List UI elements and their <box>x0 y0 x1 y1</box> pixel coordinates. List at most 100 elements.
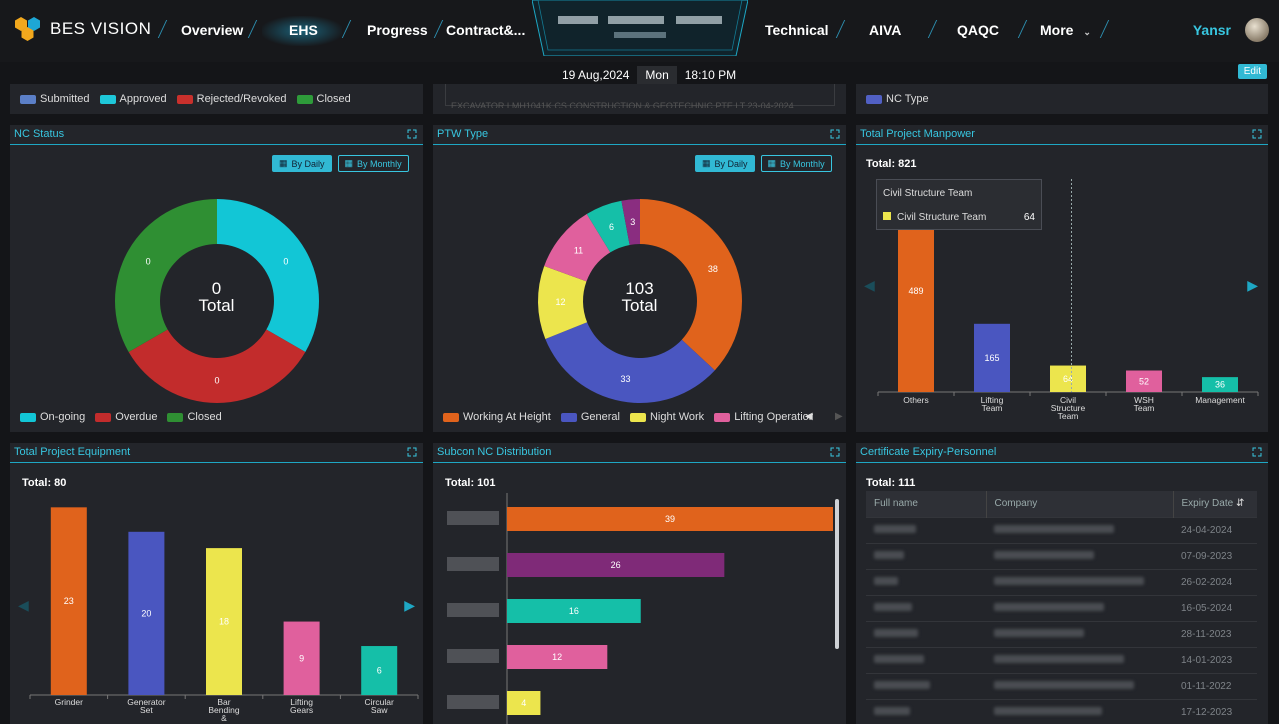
tab-progress[interactable]: Progress <box>367 22 428 38</box>
chart-tooltip: Civil Structure Team Civil Structure Tea… <box>876 179 1042 230</box>
legend-item[interactable]: Submitted <box>20 93 90 105</box>
expand-icon[interactable] <box>407 129 417 139</box>
bar[interactable] <box>507 691 541 715</box>
legend-prev-icon[interactable]: ◀ <box>805 411 813 422</box>
expand-icon[interactable] <box>830 129 840 139</box>
bar[interactable] <box>507 599 641 623</box>
edit-button[interactable]: Edit <box>1237 64 1267 79</box>
bar[interactable] <box>1202 377 1238 392</box>
by-monthly-button[interactable]: ▦ By Monthly <box>337 155 409 172</box>
legend-item[interactable]: General <box>560 411 620 423</box>
table-row[interactable]: 16-05-2024 <box>866 594 1257 621</box>
donut-slice[interactable] <box>640 199 742 371</box>
donut-slice[interactable] <box>538 265 588 339</box>
col-full-name[interactable]: Full name <box>866 491 987 517</box>
expand-icon[interactable] <box>1252 129 1262 139</box>
total-label: Total <box>621 296 658 315</box>
col-expiry-date[interactable]: Expiry Date ⇵ <box>1173 491 1257 517</box>
donut-slice[interactable] <box>586 200 630 253</box>
bar[interactable] <box>283 621 320 695</box>
brand-logo[interactable]: BES VISION <box>14 16 151 42</box>
legend-item[interactable]: Closed <box>167 411 222 423</box>
bar[interactable] <box>1126 370 1162 392</box>
legend-item[interactable]: Approved <box>99 93 167 105</box>
legend-item[interactable]: NC Type <box>866 93 929 105</box>
table-row[interactable]: 07-09-2023 <box>866 542 1257 569</box>
by-daily-button[interactable]: ▦ By Daily <box>695 155 755 172</box>
col-company[interactable]: Company <box>986 491 1174 517</box>
tab-qaqc[interactable]: QAQC <box>957 22 999 38</box>
donut-slice[interactable] <box>128 329 306 404</box>
tab-more[interactable]: More ⌄ <box>1040 22 1091 38</box>
table-row[interactable]: 26-02-2024 <box>866 568 1257 595</box>
panel-title: Total Project Equipment <box>14 446 131 458</box>
tab-ehs[interactable]: EHS <box>289 22 318 38</box>
tab-overview[interactable]: Overview <box>181 22 244 38</box>
active-tab-highlight <box>262 16 342 46</box>
legend-item[interactable]: Lifting Operation <box>714 411 813 423</box>
panel-header: Subcon NC Distribution <box>433 443 846 463</box>
table-header-row: Full name Company Expiry Date ⇵ <box>866 491 1257 517</box>
legend-item[interactable]: Night Work <box>629 411 704 423</box>
chart-next-icon[interactable]: ▶ <box>1247 277 1258 293</box>
expand-icon[interactable] <box>830 447 840 457</box>
donut-slice[interactable] <box>114 199 217 352</box>
bar[interactable] <box>1050 365 1086 392</box>
expand-icon[interactable] <box>1252 447 1262 457</box>
legend-item[interactable]: Closed <box>296 93 351 105</box>
x-tick-label: Lifting <box>290 697 313 707</box>
legend-item[interactable]: On-going <box>20 411 85 423</box>
table-row[interactable]: 14-01-2023 <box>866 646 1257 673</box>
bar-value-label: 489 <box>908 286 923 296</box>
button-label: By Daily <box>291 158 325 169</box>
x-tick-label: Team <box>982 403 1003 413</box>
legend-swatch <box>443 412 459 422</box>
donut-slice[interactable] <box>621 199 640 245</box>
table-row[interactable]: 01-11-2022 <box>866 672 1257 699</box>
tab-contract[interactable]: Contract&... <box>446 22 526 38</box>
by-monthly-button[interactable]: ▦ By Monthly <box>760 155 832 172</box>
legend-item[interactable]: Overdue <box>95 411 157 423</box>
obscured-category-label <box>447 603 499 617</box>
certificate-table-wrap[interactable]: Full name Company Expiry Date ⇵ 24-04-20… <box>866 491 1257 724</box>
chart-prev-icon[interactable]: ◀ <box>18 597 29 613</box>
cell-company <box>986 568 1173 595</box>
bar-value-label: 64 <box>1063 374 1073 384</box>
donut-slice[interactable] <box>217 199 319 352</box>
obscured-text <box>994 550 1094 559</box>
bar[interactable] <box>206 548 242 695</box>
by-daily-button[interactable]: ▦ By Daily <box>272 155 332 172</box>
bar[interactable] <box>50 507 87 695</box>
table-row[interactable]: 17-12-2023 <box>866 698 1257 724</box>
bar-value-label: 16 <box>569 606 579 616</box>
slice-value-label: 33 <box>621 374 631 384</box>
avatar[interactable] <box>1245 18 1269 42</box>
expand-icon[interactable] <box>407 447 417 457</box>
scrollbar[interactable] <box>835 499 839 649</box>
table-row[interactable]: 24-04-2024 <box>866 516 1257 543</box>
donut-slice[interactable] <box>545 322 715 403</box>
table-row[interactable]: 28-11-2023 <box>866 620 1257 647</box>
donut-slice[interactable] <box>544 213 611 282</box>
bar[interactable] <box>361 646 398 695</box>
tab-aiva[interactable]: AIVA <box>869 22 902 38</box>
bar[interactable] <box>974 323 1010 392</box>
chart-prev-icon[interactable]: ◀ <box>864 277 875 293</box>
bar[interactable] <box>128 531 165 695</box>
user-name[interactable]: Yansr <box>1192 22 1231 38</box>
tab-technical[interactable]: Technical <box>765 22 829 38</box>
bar[interactable] <box>507 645 608 669</box>
chart-next-icon[interactable]: ▶ <box>404 597 415 613</box>
cell-company <box>986 698 1173 724</box>
bar[interactable] <box>507 553 725 577</box>
equipment-list-scroll[interactable] <box>445 84 835 106</box>
cell-full-name <box>866 542 986 569</box>
cell-full-name <box>866 594 986 621</box>
legend-item[interactable]: Rejected/Revoked <box>176 93 287 105</box>
legend-next-icon[interactable]: ▶ <box>835 411 843 422</box>
x-tick-label: WSH <box>1134 395 1154 405</box>
bar[interactable] <box>507 507 833 531</box>
legend-item[interactable]: Working At Height <box>443 411 551 423</box>
legend-swatch <box>714 412 731 422</box>
cell-company <box>986 516 1173 543</box>
